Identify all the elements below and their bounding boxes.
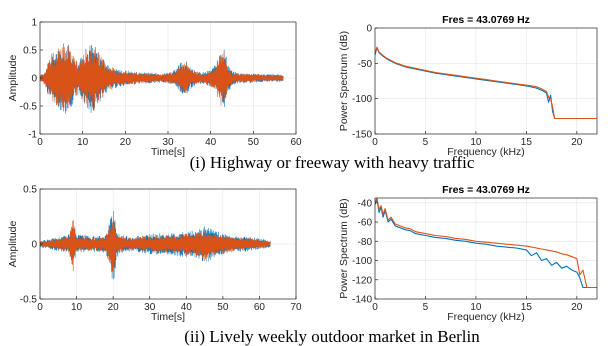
x-tick-label: 10 — [470, 302, 482, 313]
x-tick-label: 40 — [181, 302, 193, 313]
series-group — [40, 43, 284, 114]
x-tick-label: 20 — [571, 302, 583, 313]
spectrum-series-2 — [375, 46, 597, 120]
x-tick-label: 60 — [254, 302, 266, 313]
spectrum-series-2 — [375, 198, 597, 289]
axes-frame — [374, 27, 598, 135]
spectrum-series-1 — [375, 47, 597, 120]
waveform-series-2 — [40, 210, 271, 280]
y-tick-label: -80 — [358, 237, 373, 248]
y-tick-label: -0.5 — [20, 295, 38, 306]
x-axis-label: Frequency (kHz) — [447, 146, 525, 158]
x-tick-label: 0 — [37, 302, 43, 313]
x-tick-label: 0 — [37, 137, 43, 148]
x-tick-label: 20 — [571, 137, 583, 148]
x-tick-label: 10 — [71, 302, 83, 313]
y-tick-label: -150 — [352, 130, 372, 141]
x-tick-label: 0 — [372, 137, 378, 148]
y-tick-label: -40 — [358, 198, 373, 209]
waveform-series-2 — [40, 45, 284, 110]
x-tick-label: 50 — [217, 302, 229, 313]
plot-title: Fres = 43.0769 Hz — [442, 14, 530, 26]
plot-title: Fres = 43.0769 Hz — [442, 184, 530, 196]
y-tick-label: 0.5 — [23, 185, 37, 196]
axes-frame — [374, 197, 598, 300]
caption-market: (ii) Lively weekly outdoor market in Ber… — [184, 327, 480, 346]
y-tick-label: -100 — [352, 94, 372, 105]
y-tick-label: 0 — [31, 74, 37, 85]
x-tick-label: 30 — [162, 137, 174, 148]
x-tick-label: 10 — [470, 137, 482, 148]
spectrum-plot-highway: 0 5 10 15 20 -150 -100 -50 0 Frequency (kHz) Power… — [338, 14, 598, 158]
y-tick-label: -1 — [28, 130, 37, 141]
y-tick-label: -0.5 — [20, 102, 38, 113]
y-tick-label: 0 — [366, 24, 372, 35]
x-tick-label: 15 — [521, 302, 533, 313]
y-axis-label: Amplitude — [7, 221, 19, 268]
x-tick-label: 5 — [423, 137, 429, 148]
x-tick-label: 40 — [205, 137, 217, 148]
y-tick-label: -120 — [352, 275, 372, 286]
spectrum-plot-market: 0 5 10 15 20 -140 -120 -100 -80 -60 -40 Frequency (… — [338, 184, 598, 323]
x-tick-label: 10 — [77, 137, 89, 148]
x-tick-label: 20 — [120, 137, 132, 148]
x-axis-label: Frequency (kHz) — [447, 311, 525, 323]
x-tick-label: 30 — [144, 302, 156, 313]
series-group — [40, 210, 271, 280]
y-axis-label: Power Spectrum (dB) — [338, 31, 350, 131]
spectrum-series-1 — [375, 198, 597, 289]
y-tick-label: -140 — [352, 295, 372, 306]
y-tick-label: -60 — [358, 218, 373, 229]
y-tick-label: -50 — [358, 59, 373, 70]
x-tick-label: 20 — [108, 302, 120, 313]
x-tick-label: 50 — [248, 137, 260, 148]
series-group — [375, 198, 597, 289]
y-axis-label: Amplitude — [7, 55, 19, 102]
x-tick-label: 60 — [290, 137, 302, 148]
x-tick-label: 0 — [372, 302, 378, 313]
amplitude-plot-highway: 0 10 20 30 40 50 60 -1 -0.5 0 0.5 1 Time[s] Amplitude — [7, 18, 302, 159]
x-tick-label: 70 — [290, 302, 302, 313]
x-axis-label: Time[s] — [151, 146, 185, 158]
x-axis-label: Time[s] — [151, 311, 185, 323]
x-tick-label: 15 — [521, 137, 533, 148]
y-tick-label: 1 — [31, 18, 37, 29]
series-group — [375, 46, 597, 120]
y-tick-label: 0 — [31, 240, 37, 251]
y-axis-label: Power Spectrum (dB) — [338, 198, 350, 298]
y-tick-label: 0.5 — [23, 46, 37, 57]
y-tick-label: -100 — [352, 256, 372, 267]
caption-highway: (i) Highway or freeway with heavy traffi… — [190, 153, 475, 172]
x-tick-label: 5 — [423, 302, 429, 313]
